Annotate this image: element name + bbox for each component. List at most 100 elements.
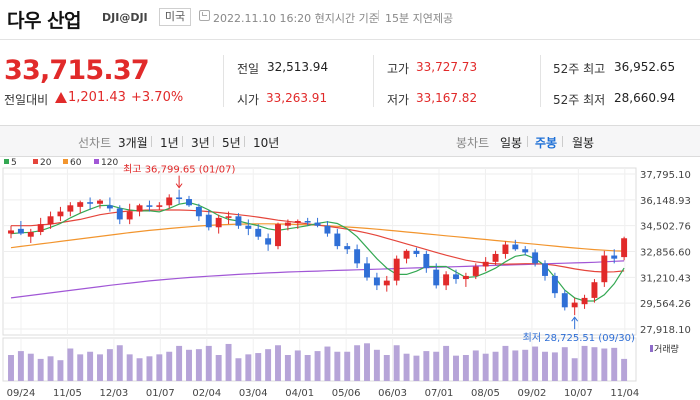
- volume-bar: [77, 354, 84, 381]
- low-value: 33,167.82: [416, 91, 478, 105]
- volume-bar: [265, 349, 272, 381]
- volume-label: 거래량: [654, 343, 679, 355]
- candle: [136, 205, 143, 212]
- volume-swatch: [650, 345, 653, 352]
- candle: [492, 253, 499, 262]
- y-tick-label: 31,210.43: [640, 273, 691, 284]
- high-arrow-head: [175, 183, 183, 189]
- volume-bar: [57, 360, 64, 381]
- legend-ma5: 5: [4, 158, 17, 168]
- week52-high-label: 52주 최고: [553, 62, 606, 76]
- period-weekly[interactable]: 주봉: [535, 136, 558, 150]
- candle: [304, 221, 311, 223]
- volume-bar: [423, 351, 430, 381]
- candle: [354, 249, 361, 264]
- x-tick-label: 02/04: [192, 388, 221, 399]
- divider: [540, 55, 541, 107]
- low-label: 저가: [387, 93, 410, 107]
- volume-bar: [205, 345, 212, 381]
- divider: [562, 136, 563, 147]
- change-label: 전일대비: [4, 93, 49, 107]
- candle: [77, 202, 84, 207]
- period-bar: 선차트 3개월 1년 3년 5년 10년 봉차트 일봉 주봉 월봉: [0, 125, 700, 157]
- candle: [166, 197, 173, 206]
- volume-bar: [443, 345, 450, 381]
- candle: [611, 255, 618, 259]
- x-tick-label: 09/02: [517, 388, 546, 399]
- candle: [245, 225, 252, 229]
- y-tick-label: 27,918.10: [640, 325, 691, 336]
- volume-bar: [37, 358, 44, 381]
- y-tick-label: 32,856.60: [640, 248, 691, 259]
- quote-time: 2022.11.10 16:20 현지시간 기준: [213, 12, 379, 25]
- candle: [324, 225, 331, 234]
- divider: [151, 136, 152, 147]
- index-code: DJI@DJI: [102, 11, 148, 24]
- x-tick-label: 09/24: [7, 388, 36, 399]
- volume-bar: [561, 347, 568, 381]
- volume-bar: [304, 355, 311, 381]
- ma120-line: [10, 260, 625, 299]
- y-tick-label: 29,564.26: [640, 299, 691, 310]
- volume-bar: [383, 355, 390, 381]
- market-badge: 미국: [159, 8, 191, 26]
- candle: [156, 205, 163, 207]
- x-axis: 09/24 11/05 12/03 01/07 02/04 03/04 04/01 05/06…: [7, 388, 640, 399]
- volume-bar: [413, 355, 420, 381]
- candle: [551, 275, 558, 294]
- y-axis: 37,795.10 36,148.93 34,502.76 32,856.60 31,2…: [640, 170, 691, 336]
- period-3y[interactable]: 3년: [191, 136, 210, 150]
- volume-bar: [87, 351, 94, 381]
- candle: [443, 274, 450, 286]
- period-3m[interactable]: 3개월: [118, 136, 148, 150]
- candle: [106, 205, 113, 209]
- volume-bar: [245, 354, 252, 381]
- volume-bar: [403, 353, 410, 381]
- candle: [522, 249, 529, 253]
- candle: [116, 208, 123, 220]
- high-label: 고가: [387, 62, 410, 76]
- volume-bar: [275, 345, 281, 381]
- annotations: 최고 36,799.65 (01/07) 최저 28,725.51 (09/30): [123, 164, 635, 345]
- open-value: 33,263.91: [266, 91, 328, 105]
- legend-swatch: [94, 159, 99, 164]
- legend-swatch: [63, 159, 68, 164]
- prev-close-label: 전일: [237, 62, 260, 76]
- candle: [215, 217, 222, 228]
- clock-icon: [199, 10, 210, 21]
- x-tick-label: 03/04: [239, 388, 268, 399]
- x-tick-label: 11/05: [53, 388, 82, 399]
- volume-bar: [126, 354, 133, 381]
- period-10y[interactable]: 10년: [253, 136, 280, 150]
- volume-bar: [591, 347, 598, 381]
- candle: [176, 197, 183, 200]
- candle: [87, 202, 94, 204]
- period-5y[interactable]: 5년: [222, 136, 241, 150]
- candle: [364, 263, 370, 278]
- x-tick-label: 04/01: [285, 388, 314, 399]
- line-chart-label: 선차트: [78, 136, 112, 150]
- volume-bar: [354, 345, 361, 381]
- volume-bar: [106, 349, 113, 381]
- high-value: 33,727.73: [416, 60, 478, 74]
- period-daily[interactable]: 일봉: [500, 136, 523, 150]
- volume-bar: [542, 351, 548, 381]
- candle: [462, 275, 469, 280]
- candle: [344, 246, 351, 250]
- period-monthly[interactable]: 월봉: [572, 136, 595, 150]
- candle: [413, 250, 420, 254]
- price-chart[interactable]: 37,795.10 36,148.93 34,502.76 32,856.60 31,2…: [0, 158, 700, 400]
- candle: [532, 252, 539, 264]
- candle: [512, 244, 519, 250]
- candle: [403, 250, 410, 259]
- candle: [561, 293, 568, 308]
- x-tick-label: 11/04: [610, 388, 639, 399]
- period-1y[interactable]: 1년: [160, 136, 179, 150]
- change-value: 1,201.43: [68, 90, 126, 105]
- volume-bar: [97, 354, 103, 381]
- candle: [37, 224, 44, 232]
- low-annotation: 최저 28,725.51 (09/30): [523, 332, 635, 344]
- divider: [213, 136, 214, 147]
- candle: [373, 277, 380, 286]
- volume-bar: [17, 351, 24, 381]
